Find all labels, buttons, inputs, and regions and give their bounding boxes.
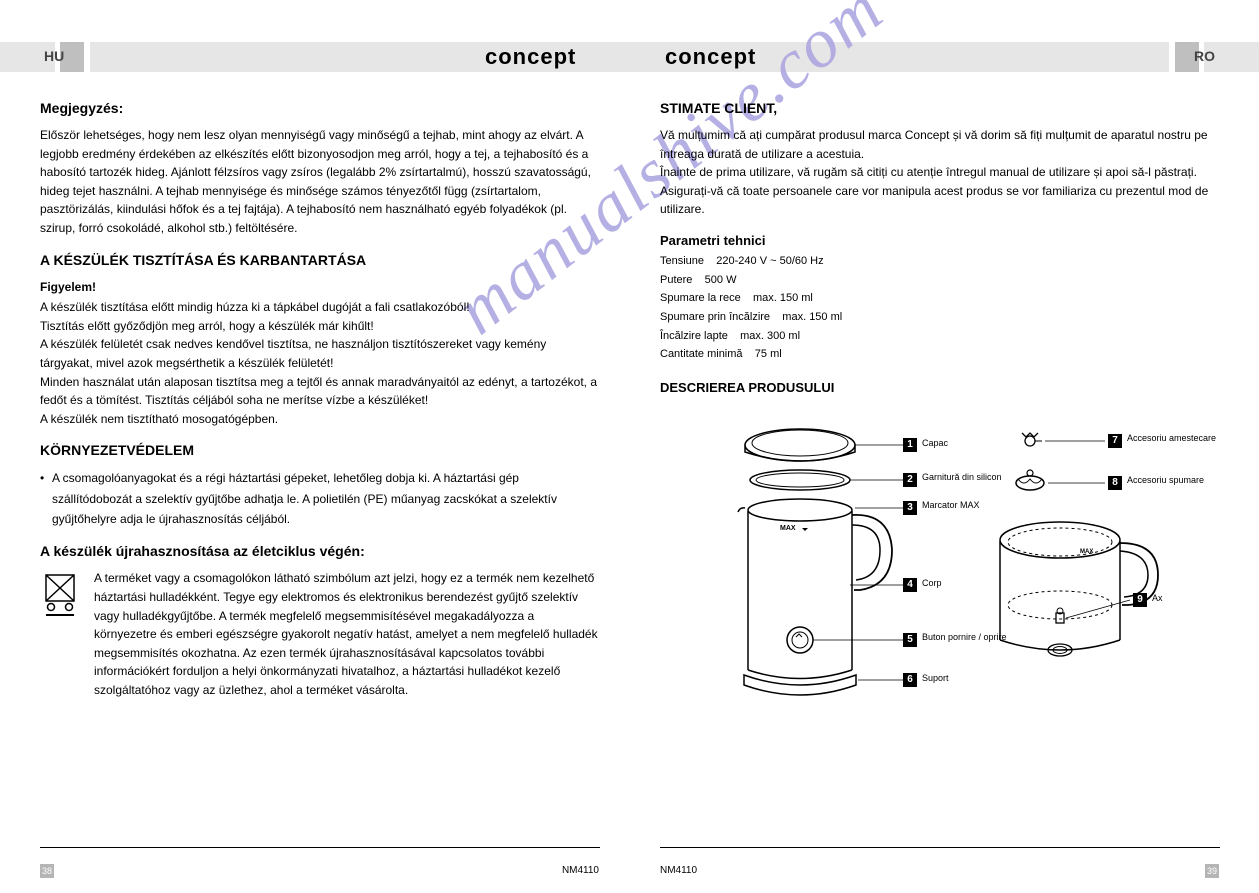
brand-logo-left: concept	[485, 44, 576, 70]
part-label-9: 9	[1133, 593, 1147, 607]
page-number-right: 39	[1205, 864, 1219, 878]
page-number-left: 38	[40, 864, 54, 878]
part-label-3: 3	[903, 501, 917, 515]
env-title: KÖRNYEZETVÉDELEM	[40, 442, 600, 458]
parts-title: DESCRIEREA PRODUSULUI	[660, 380, 1220, 395]
part-text-3: Marcator MAX	[922, 500, 1072, 511]
lang-code-right: RO	[1194, 48, 1215, 64]
part-text-2: Garnitură din silicon	[922, 472, 1072, 483]
recycle-title: A készülék újrahasznosítása az életciklu…	[40, 543, 600, 559]
footer-model-right: NM4110	[660, 865, 697, 876]
part-text-6: Suport	[922, 673, 1072, 684]
header-bar	[90, 42, 1169, 72]
product-figure: MAX	[660, 415, 1220, 775]
care-body: A készülék tisztítása előtt mindig húzza…	[40, 298, 600, 428]
jug-exploded-icon: MAX	[690, 415, 950, 735]
params-table: Tensiune 220-240 V ~ 50/60 Hz Putere 500…	[660, 252, 1220, 364]
brand-logo-right: concept	[665, 44, 756, 70]
part-label-2: 2	[903, 473, 917, 487]
params-title: Parametri tehnici	[660, 233, 1220, 248]
param-v: max. 300 ml	[740, 330, 800, 342]
part-label-6: 6	[903, 673, 917, 687]
greeting-body: Vă mulțumim că ați cumpărat produsul mar…	[660, 126, 1220, 219]
notes-title: Megjegyzés:	[40, 100, 600, 116]
part-text-1: Capac	[922, 438, 1072, 449]
left-page: Megjegyzés: Először lehetséges, hogy nem…	[40, 100, 600, 714]
care-intro: Figyelem!	[40, 278, 600, 297]
svg-text:MAX: MAX	[1080, 549, 1093, 555]
weee-icon	[40, 569, 84, 621]
part-label-8: 8	[1108, 476, 1122, 490]
part-label-7: 7	[1108, 434, 1122, 448]
notes-body: Először lehetséges, hogy nem lesz olyan …	[40, 126, 600, 238]
part-text-7: Accesoriu amestecare	[1127, 433, 1217, 444]
param-k: Încălzire lapte	[660, 330, 728, 342]
part-text-4: Corp	[922, 578, 1072, 589]
param-k: Spumare prin încălzire	[660, 311, 770, 323]
right-page: STIMATE CLIENT, Vă mulțumim că ați cumpă…	[660, 100, 1220, 775]
svg-text:MAX: MAX	[780, 525, 796, 532]
footer-model-left: NM4110	[562, 865, 599, 876]
part-text-9: Ax	[1152, 593, 1212, 604]
param-v: max. 150 ml	[782, 311, 842, 323]
env-bullets: A csomagolóanyagokat és a régi háztartás…	[40, 468, 600, 529]
footer-rule-left	[40, 847, 600, 848]
param-k: Tensiune	[660, 255, 704, 267]
part-label-4: 4	[903, 578, 917, 592]
part-label-1: 1	[903, 438, 917, 452]
part-text-8: Accesoriu spumare	[1127, 475, 1217, 486]
recycle-body: A terméket vagy a csomagolókon látható s…	[94, 569, 600, 699]
param-v: 75 ml	[755, 348, 782, 360]
part-text-5: Buton pornire / oprire	[922, 632, 1072, 643]
lang-code-left: HU	[44, 48, 64, 64]
param-v: 220-240 V ~ 50/60 Hz	[716, 255, 823, 267]
param-k: Cantitate minimă	[660, 348, 743, 360]
care-title: A KÉSZÜLÉK TISZTÍTÁSA ÉS KARBANTARTÁSA	[40, 252, 600, 268]
param-k: Putere	[660, 274, 692, 286]
header-band	[0, 42, 1259, 72]
greeting-title: STIMATE CLIENT,	[660, 100, 1220, 116]
footer-rule-right	[660, 847, 1220, 848]
param-k: Spumare la rece	[660, 292, 741, 304]
env-body: A csomagolóanyagokat és a régi háztartás…	[40, 468, 600, 529]
param-v: max. 150 ml	[753, 292, 813, 304]
part-label-5: 5	[903, 633, 917, 647]
param-v: 500 W	[705, 274, 737, 286]
